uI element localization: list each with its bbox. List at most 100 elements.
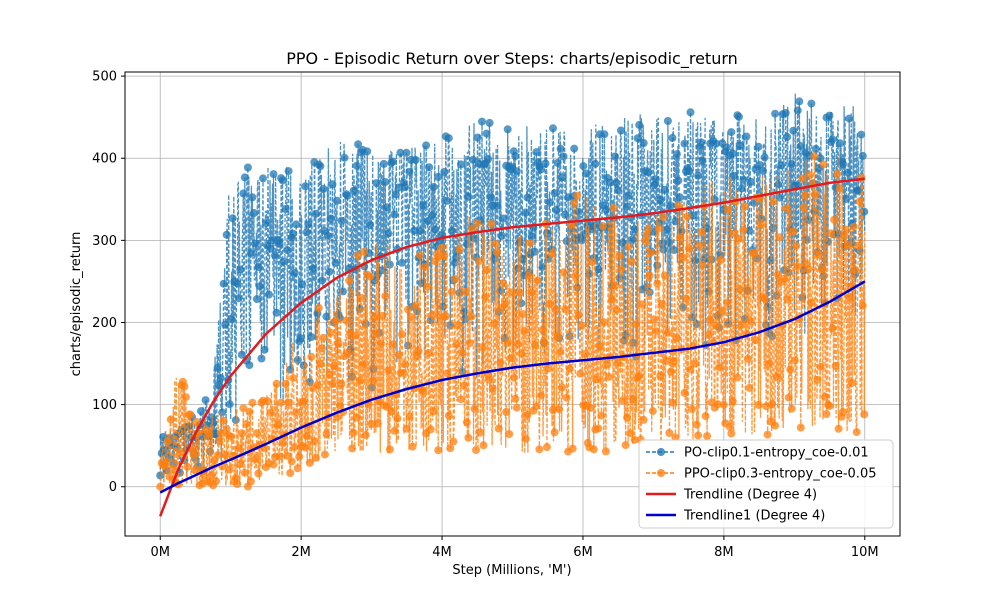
data-point — [390, 210, 399, 219]
data-point — [689, 211, 698, 220]
data-point — [589, 445, 598, 454]
data-point — [175, 448, 184, 457]
data-point — [538, 326, 547, 334]
data-point — [351, 331, 360, 340]
data-point — [777, 161, 786, 170]
data-point — [612, 178, 621, 187]
series-line — [159, 154, 866, 487]
data-point — [251, 455, 260, 464]
data-point — [654, 224, 663, 233]
data-point — [733, 373, 742, 382]
data-point — [304, 220, 313, 229]
data-point — [447, 287, 456, 296]
data-point — [496, 358, 505, 367]
data-point — [612, 305, 621, 314]
data-point — [259, 174, 267, 183]
data-point — [680, 139, 689, 148]
data-point — [316, 162, 325, 171]
data-point — [521, 434, 530, 443]
data-point — [760, 294, 769, 303]
data-point — [611, 152, 619, 161]
data-point — [535, 445, 544, 454]
data-point — [166, 415, 175, 424]
data-point — [376, 339, 385, 348]
data-point — [509, 373, 518, 382]
data-point — [231, 473, 240, 482]
data-point — [459, 381, 468, 390]
data-point — [487, 219, 496, 228]
data-point — [482, 129, 491, 138]
legend-item: Trendline1 (Degree 4) — [646, 509, 825, 524]
data-point — [227, 314, 236, 323]
data-point — [469, 155, 477, 164]
data-point — [225, 400, 234, 409]
data-point — [698, 156, 707, 165]
data-point — [822, 410, 831, 418]
data-point — [743, 354, 752, 363]
data-point — [234, 444, 243, 452]
data-point — [630, 435, 639, 444]
data-point — [414, 346, 423, 355]
data-point — [197, 407, 205, 416]
data-point — [650, 315, 659, 324]
data-point — [405, 167, 414, 176]
data-point — [671, 433, 680, 442]
data-point — [506, 354, 515, 363]
data-point — [428, 310, 437, 319]
data-point — [801, 191, 810, 200]
data-point — [541, 159, 550, 168]
data-point — [470, 404, 479, 413]
legend-item: PO-clip0.1-entropy_coe-0.01 — [646, 446, 869, 461]
data-point — [588, 258, 597, 266]
data-point — [521, 208, 530, 217]
data-point — [849, 222, 858, 231]
data-point — [388, 157, 397, 166]
data-point — [434, 172, 443, 181]
data-point — [843, 168, 852, 177]
data-point — [623, 413, 632, 422]
data-point — [523, 410, 532, 419]
data-point — [461, 287, 470, 296]
data-point — [219, 279, 228, 288]
data-point — [326, 214, 335, 223]
data-point — [574, 207, 583, 216]
data-point — [508, 288, 517, 297]
data-point — [319, 333, 328, 342]
data-point — [603, 360, 612, 369]
data-point — [349, 186, 358, 195]
data-point — [558, 173, 567, 182]
data-point — [343, 349, 352, 358]
data-point — [266, 408, 275, 417]
data-point — [718, 306, 727, 315]
data-point — [428, 211, 437, 220]
x-axis-title: Step (Millions, 'M') — [452, 563, 571, 578]
data-point — [601, 447, 610, 456]
data-point — [798, 174, 807, 183]
data-point — [213, 451, 222, 460]
data-point — [425, 349, 434, 357]
data-point — [310, 437, 319, 446]
data-point — [555, 405, 564, 414]
data-point — [577, 321, 586, 330]
data-point — [668, 133, 677, 142]
data-point — [592, 375, 601, 384]
data-point — [500, 300, 509, 309]
data-point — [771, 421, 780, 430]
data-point — [537, 165, 545, 174]
data-point — [354, 140, 363, 149]
data-point — [672, 334, 681, 343]
data-point — [568, 444, 577, 453]
data-point — [811, 190, 820, 199]
data-point — [399, 368, 408, 377]
data-point — [181, 393, 190, 402]
data-point — [393, 414, 402, 423]
plot-frame — [124, 71, 901, 537]
legend-item: PPO-clip0.3-entropy_coe-0.05 — [646, 467, 876, 482]
series-orange — [156, 152, 869, 491]
data-point — [222, 230, 231, 239]
data-point — [552, 305, 561, 314]
data-point — [213, 363, 222, 372]
data-point — [546, 198, 554, 207]
data-point — [352, 413, 361, 422]
